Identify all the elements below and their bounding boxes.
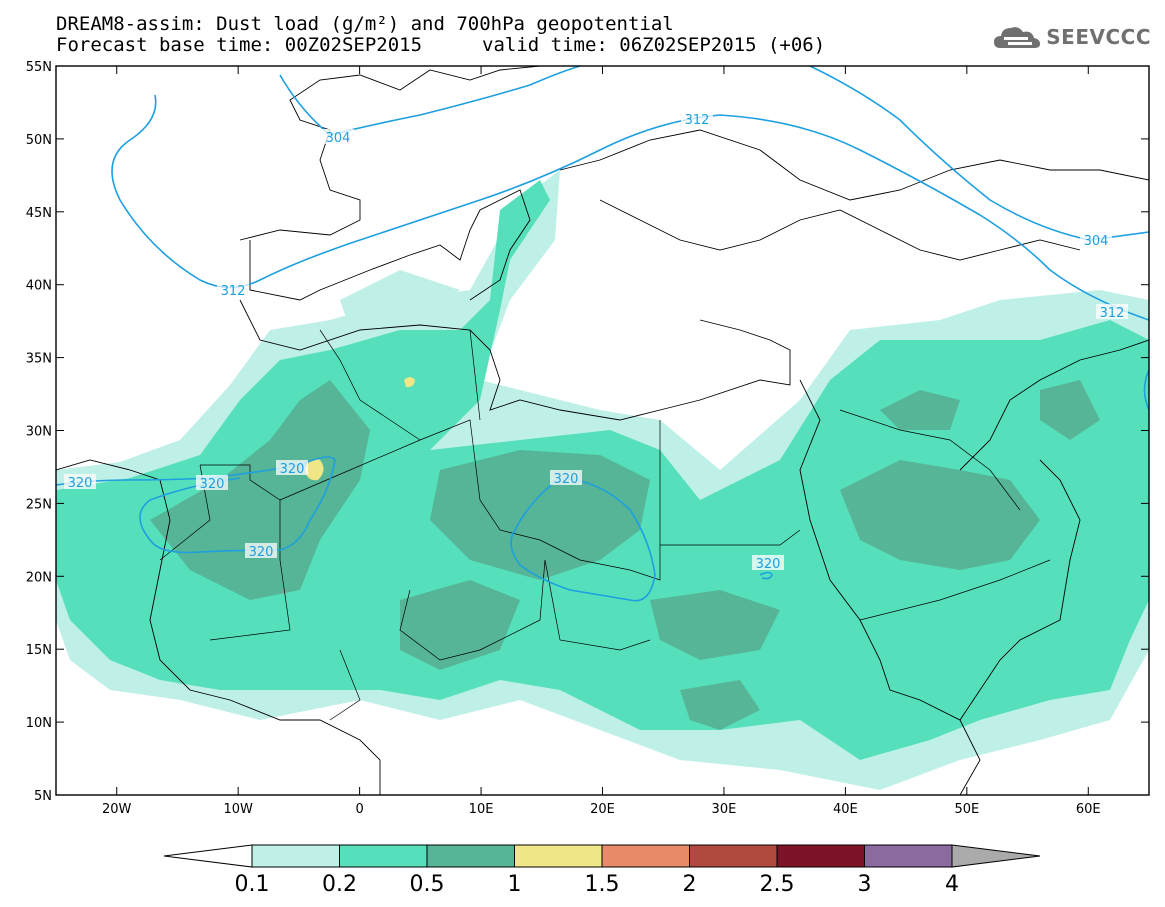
lon-label: 40E [833, 802, 858, 817]
contour-label: 320 [280, 462, 305, 477]
lon-label: 10W [223, 802, 253, 817]
contour-label-bg [752, 555, 784, 570]
valid-time: valid time: 06Z02SEP2015 (+06) [482, 34, 826, 56]
contour-label: 304 [326, 131, 351, 146]
contour-label-bg [681, 111, 713, 126]
lon-label: 30E [712, 802, 737, 817]
colorbar-label: 4 [945, 872, 959, 897]
coastlines [56, 66, 1149, 795]
lon-label: 50E [954, 802, 979, 817]
contour-label-bg [322, 129, 354, 144]
lat-label: 20N [26, 570, 52, 585]
lat-label: 35N [26, 352, 52, 367]
lat-label: 50N [26, 133, 52, 148]
colorbar-label: 1 [508, 872, 522, 897]
lon-label: 20W [102, 802, 132, 817]
lon-label: 60E [1076, 802, 1101, 817]
colorbar-swatch [601, 844, 690, 868]
lon-label: 0 [355, 802, 363, 817]
colorbar-swatch [514, 844, 603, 868]
dust-field-high [305, 377, 415, 481]
contour-label-bg [217, 282, 249, 297]
title-line-1: DREAM8-assim: Dust load (g/m²) and 700hP… [56, 13, 674, 35]
cloud-icon [994, 27, 1041, 48]
contour-label: 304 [1084, 234, 1109, 249]
contour-label-bg [276, 460, 308, 475]
colorbar-swatch [339, 844, 428, 868]
contour-label-bg [1096, 304, 1128, 319]
colorbar-label: 1.5 [585, 872, 620, 897]
lat-label: 30N [26, 425, 52, 440]
contour-labels: 304 312 312 304 312 320 320 320 320 320 320 [64, 111, 1128, 572]
colorbar-label: 0.1 [235, 872, 270, 897]
longitude-labels: 20W 10W 0 10E 20E 30E 40E 50E 60E [102, 802, 1101, 817]
colorbar-label: 3 [858, 872, 872, 897]
colorbar-swatch [251, 844, 340, 868]
borders [159, 329, 1051, 721]
colorbar-legend: 0.1 0.2 0.5 1 1.5 2 2.5 3 4 [163, 844, 1041, 897]
contour-label: 312 [1100, 306, 1125, 321]
contour-label-bg [1080, 232, 1112, 247]
contour-label: 320 [756, 557, 781, 572]
colorbar-swatch [426, 844, 515, 868]
lat-label: 45N [26, 206, 52, 221]
lon-label: 20E [590, 802, 615, 817]
contour-label: 320 [68, 476, 93, 491]
contour-label-bg [196, 475, 228, 490]
colorbar-arrow-right [951, 844, 1041, 868]
colorbar-label: 0.2 [322, 872, 357, 897]
title-line-2: Forecast base time: 00Z02SEP2015 [56, 34, 423, 56]
contour-label-bg [245, 543, 277, 558]
contour-label: 312 [221, 284, 246, 299]
colorbar-arrow-left [163, 844, 253, 868]
contour-label: 320 [249, 545, 274, 560]
colorbar-label: 2.5 [760, 872, 795, 897]
lat-label: 15N [26, 643, 52, 658]
lat-label: 10N [26, 716, 52, 731]
seevccc-logo: SEEVCCC [992, 22, 1151, 52]
colorbar-label: 2 [683, 872, 697, 897]
colorbar-label: 0.5 [410, 872, 445, 897]
contour-label-bg [550, 470, 582, 485]
axis-ticks [56, 65, 1149, 796]
contour-label: 320 [200, 477, 225, 492]
lon-label: 10E [469, 802, 494, 817]
lat-label: 40N [26, 279, 52, 294]
logo-text: SEEVCCC [1046, 25, 1151, 49]
lat-label: 5N [34, 789, 52, 804]
contour-label-bg [64, 474, 96, 489]
dust-field-heavy [150, 380, 1100, 730]
latitude-labels: 55N 50N 45N 40N 35N 30N 25N 20N 15N 10N 5N [26, 60, 52, 804]
lat-label: 25N [26, 497, 52, 512]
colorbar-swatch [864, 844, 953, 868]
contour-label: 312 [685, 113, 710, 128]
lat-label: 55N [26, 60, 52, 75]
colorbar-swatch [776, 844, 865, 868]
colorbar-swatch [689, 844, 778, 868]
contour-label: 320 [554, 472, 579, 487]
